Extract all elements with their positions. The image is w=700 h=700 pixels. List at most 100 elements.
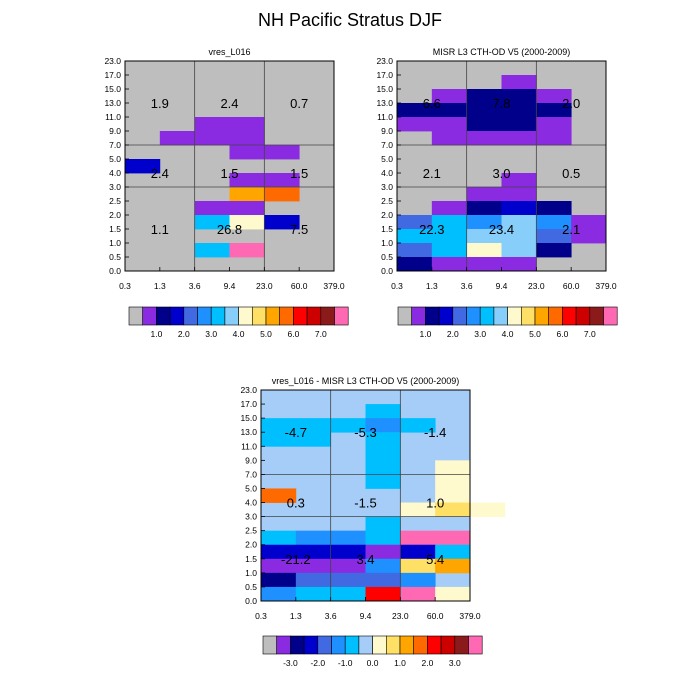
- colorbar-box: [562, 306, 577, 326]
- y-tick-label: 2.5: [109, 196, 121, 206]
- colorbar-box: [169, 306, 185, 326]
- colorbar-box: [252, 306, 267, 326]
- heatmap-cell: [431, 229, 468, 244]
- heatmap-cell: [466, 103, 502, 118]
- y-tick-label: 2.0: [245, 540, 257, 550]
- heatmap-cell: [431, 257, 468, 272]
- x-tick-label: 1.3: [290, 611, 302, 621]
- heatmap-cell: [536, 131, 572, 146]
- heatmap-cell: [431, 215, 468, 230]
- heatmap-cell: [400, 586, 436, 602]
- heatmap-cell: [264, 187, 300, 202]
- bin-value-label: 3.4: [356, 552, 374, 567]
- heatmap-cell: [229, 201, 265, 216]
- heatmap-cell: [261, 530, 297, 546]
- heatmap-cell: [571, 215, 607, 230]
- heatmap-cell: [571, 229, 607, 244]
- bin-value-label: 6.6: [423, 96, 441, 111]
- x-tick-label: 9.4: [360, 611, 372, 621]
- bin-value-label: 0.3: [287, 496, 305, 511]
- heatmap-cell: [261, 544, 297, 560]
- y-tick-label: 13.0: [240, 427, 257, 437]
- bin-value-label: 2.4: [151, 166, 169, 181]
- x-tick-label: 9.4: [224, 281, 236, 291]
- heatmap-cell: [466, 243, 502, 258]
- heatmap-cell: [261, 558, 297, 574]
- bin-value-label: 1.5: [290, 166, 308, 181]
- heatmap-cell: [435, 502, 471, 517]
- bin-value-label: -4.7: [285, 425, 307, 440]
- bin-value-label: 23.4: [489, 222, 514, 237]
- heatmap-cell: [330, 544, 366, 560]
- bin-value-label: -5.3: [354, 425, 376, 440]
- colorbar-box: [334, 306, 349, 326]
- heatmap-cell: [194, 117, 230, 132]
- heatmap-cell: [435, 460, 471, 475]
- y-tick-label: 7.0: [109, 140, 121, 150]
- heatmap-cell: [400, 544, 436, 560]
- panel-title: vres_L016 - MISR L3 CTH-OD V5 (2000-2009…: [272, 376, 460, 386]
- y-tick-label: 15.0: [240, 413, 257, 423]
- bin-value-label: -1.4: [424, 425, 446, 440]
- heatmap-cell: [501, 75, 537, 90]
- heatmap-cell: [501, 117, 537, 132]
- colorbar-label: 5.0: [529, 329, 541, 339]
- colorbar-box: [372, 635, 387, 655]
- x-tick-label: 23.0: [256, 281, 273, 291]
- colorbar-box: [276, 635, 291, 655]
- y-tick-label: 9.0: [381, 126, 393, 136]
- heatmap-cell: [470, 502, 506, 517]
- colorbar-box: [427, 635, 442, 655]
- colorbar-box: [128, 306, 143, 326]
- heatmap-cell: [261, 586, 297, 602]
- x-tick-label: 0.3: [119, 281, 131, 291]
- heatmap-cell: [365, 460, 401, 475]
- colorbar-box: [589, 306, 604, 326]
- heatmap-cell: [397, 229, 433, 244]
- heatmap-cell: [501, 187, 537, 202]
- heatmap-cell: [431, 201, 468, 216]
- x-tick-label: 9.4: [496, 281, 508, 291]
- y-tick-label: 15.0: [104, 84, 121, 94]
- heatmap-cell: [264, 215, 300, 230]
- heatmap-cell: [365, 586, 401, 602]
- y-tick-label: 1.0: [109, 238, 121, 248]
- y-tick-label: 0.5: [381, 252, 393, 262]
- colorbar-box: [265, 306, 280, 326]
- heatmap-cell: [536, 201, 572, 216]
- heatmap-cell: [330, 558, 366, 574]
- y-tick-label: 23.0: [376, 56, 393, 66]
- y-tick-label: 7.0: [245, 469, 257, 479]
- heatmap-cell: [365, 474, 401, 489]
- heatmap-cell: [397, 215, 433, 230]
- heatmap-cell: [194, 243, 230, 258]
- heatmap-cell: [365, 544, 401, 560]
- heatmap-cell: [159, 131, 196, 146]
- colorbar-box: [320, 306, 335, 326]
- colorbar-label: 0.0: [367, 658, 379, 668]
- y-tick-label: 1.0: [245, 568, 257, 578]
- bin-value-label: -21.2: [281, 552, 311, 567]
- figure-title: NH Pacific Stratus DJF: [257, 10, 443, 30]
- heatmap-cell: [431, 103, 468, 118]
- colorbar-box: [413, 635, 428, 655]
- bin-value-label: 2.1: [562, 222, 580, 237]
- y-tick-label: 2.5: [381, 196, 393, 206]
- colorbar-label: -1.0: [338, 658, 353, 668]
- x-tick-label: 60.0: [563, 281, 580, 291]
- colorbar-box: [411, 306, 426, 326]
- bin-value-label: 1.9: [151, 96, 169, 111]
- y-tick-label: 13.0: [104, 98, 121, 108]
- heatmap-cell: [400, 502, 436, 517]
- heatmap-cell: [501, 131, 537, 146]
- colorbar-box: [238, 306, 253, 326]
- colorbar-label: 3.0: [205, 329, 217, 339]
- colorbar-box: [303, 635, 319, 655]
- bin-value-label: 1.0: [426, 496, 444, 511]
- heatmap-cell: [194, 131, 230, 146]
- colorbar-box: [142, 306, 157, 326]
- heatmap-cell: [536, 89, 572, 104]
- y-tick-label: 1.5: [245, 554, 257, 564]
- colorbar-box: [548, 306, 563, 326]
